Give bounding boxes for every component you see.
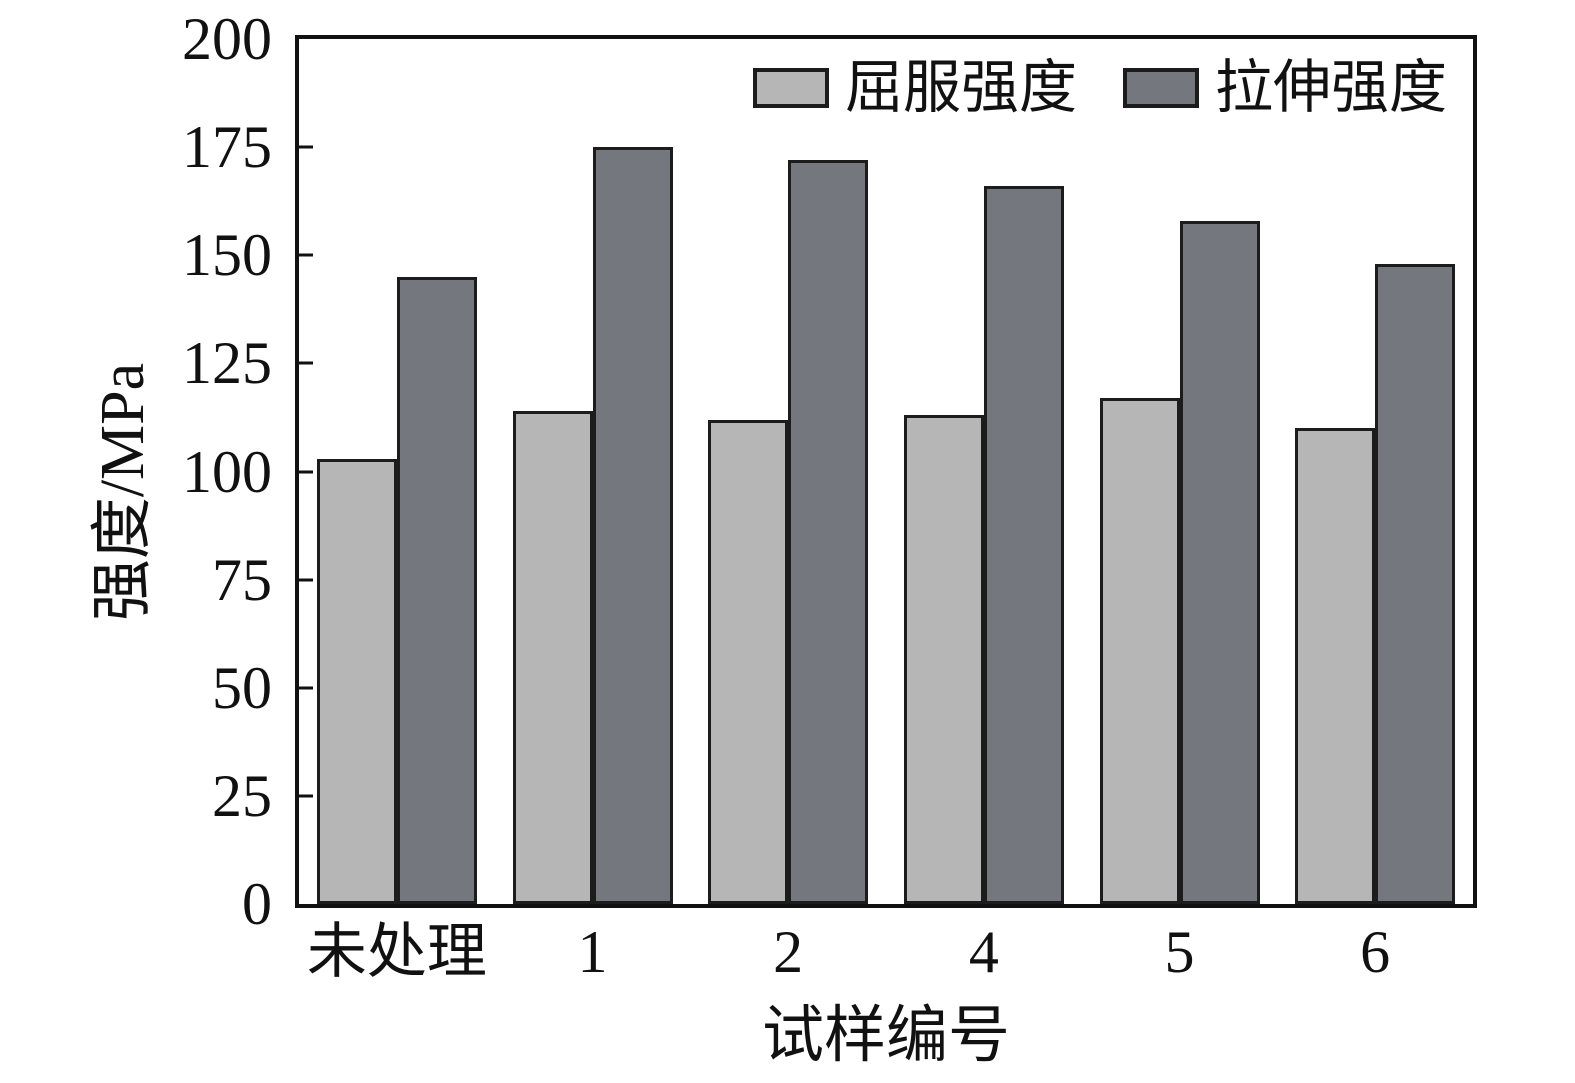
y-tick-label-50: 50 <box>212 654 272 721</box>
y-tick-150 <box>299 253 313 257</box>
y-tick-labels: 0 25 50 75 100 125 150 175 200 <box>0 0 272 1083</box>
y-tick-100 <box>299 470 313 473</box>
legend-label-tensile: 拉伸强度 <box>1214 55 1447 120</box>
bar-tensile-5 <box>1179 220 1260 904</box>
y-tick-label-125: 125 <box>182 330 272 397</box>
y-tick-label-100: 100 <box>182 438 272 505</box>
bar-yield-1 <box>512 410 593 904</box>
legend-label-yield: 屈服强度 <box>844 55 1077 120</box>
x-tick-label-未处理: 未处理 <box>306 919 487 985</box>
legend-swatch-tensile <box>1122 68 1199 108</box>
y-tick-label-0: 0 <box>242 871 272 937</box>
x-tick-label-6: 6 <box>1360 919 1391 985</box>
x-axis-title: 试样编号 <box>761 1002 1011 1070</box>
plot-area: 屈服强度 拉伸强度 <box>295 35 1477 908</box>
legend-item-tensile: 拉伸强度 <box>1122 55 1447 120</box>
y-tick-25 <box>299 794 313 798</box>
legend-swatch-yield <box>752 68 829 108</box>
legend: 屈服强度 拉伸强度 <box>752 55 1447 120</box>
bar-yield-6 <box>1295 428 1376 904</box>
bar-tensile-4 <box>983 186 1064 904</box>
bar-yield-4 <box>903 415 984 904</box>
y-tick-75 <box>299 578 313 582</box>
bar-tensile-1 <box>592 147 673 904</box>
bar-tensile-未处理 <box>396 276 477 904</box>
bar-yield-5 <box>1099 397 1180 904</box>
bar-tensile-2 <box>788 160 869 904</box>
x-tick-label-1: 1 <box>577 919 608 985</box>
y-tick-label-75: 75 <box>212 546 272 613</box>
bar-yield-未处理 <box>316 458 397 904</box>
legend-item-yield: 屈服强度 <box>752 55 1077 120</box>
x-tick-label-4: 4 <box>968 919 999 985</box>
y-tick-label-25: 25 <box>212 762 272 829</box>
y-tick-50 <box>299 686 313 690</box>
bar-tensile-6 <box>1375 263 1456 904</box>
x-tick-label-5: 5 <box>1164 919 1195 985</box>
y-tick-125 <box>299 361 313 365</box>
bar-yield-2 <box>708 419 789 904</box>
y-tick-label-200: 200 <box>182 6 272 72</box>
y-tick-175 <box>299 145 313 149</box>
y-tick-label-175: 175 <box>182 114 272 181</box>
x-tick-label-2: 2 <box>773 919 804 985</box>
y-tick-label-150: 150 <box>182 222 272 289</box>
